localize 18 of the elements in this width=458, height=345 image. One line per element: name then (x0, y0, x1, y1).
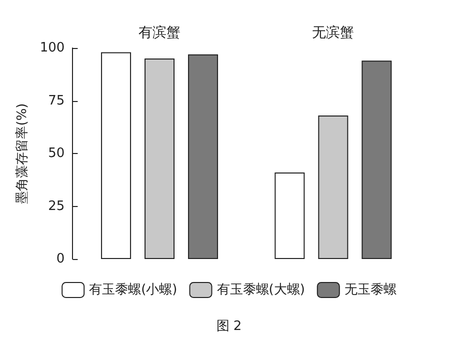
legend-label: 无玉黍螺 (344, 282, 396, 298)
bar (362, 60, 392, 259)
bar (274, 172, 305, 259)
x-tick-label: 无滨蟹 (312, 25, 354, 41)
legend-label: 有玉黍螺(小螺) (89, 282, 178, 298)
y-axis-title: 墨角藻存留率(%) (14, 103, 30, 204)
bar (188, 54, 218, 259)
x-tick-label: 有滨蟹 (138, 25, 181, 41)
bar (144, 58, 175, 259)
y-tick-label: 0 (56, 252, 65, 266)
y-tick-label: 100 (40, 40, 65, 56)
y-tick-label: 25 (48, 198, 65, 214)
y-tick-label: 50 (48, 146, 65, 161)
caption: 图 2 (216, 319, 242, 334)
bar (318, 116, 348, 259)
bar (101, 52, 132, 259)
legend-label: 有玉黍螺(大螺) (216, 282, 305, 298)
y-tick-label: 75 (48, 93, 65, 108)
